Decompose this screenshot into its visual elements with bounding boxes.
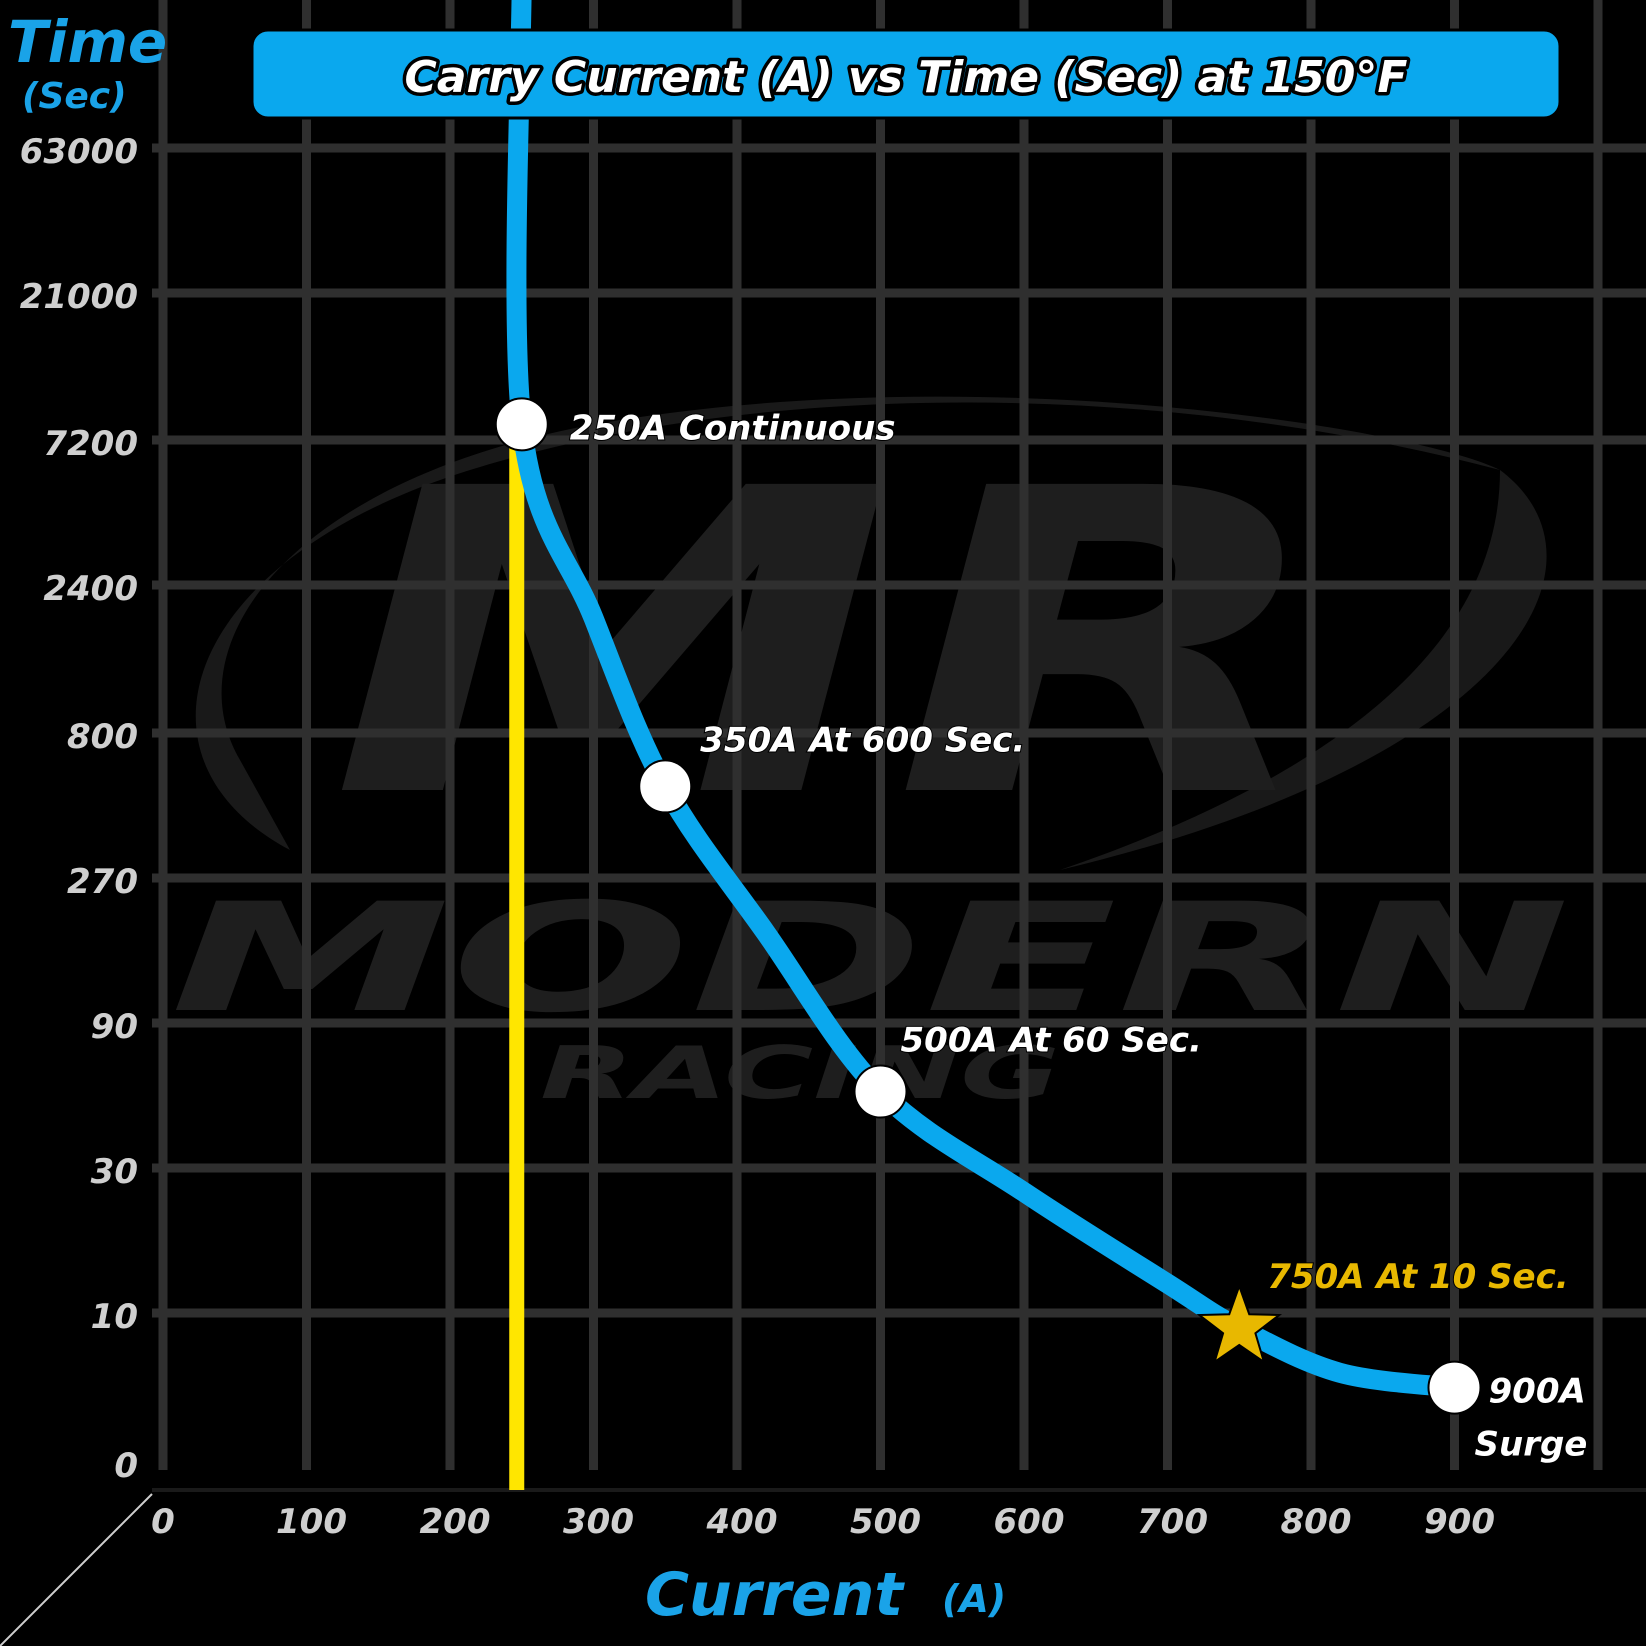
x-tick-label: 0 [151, 1502, 175, 1542]
title-box: Carry Current (A) vs Time (Sec) at 150°F [250, 28, 1562, 120]
x-axis-title: Current [645, 1560, 905, 1630]
x-axis-unit: (A) [942, 1577, 1006, 1621]
grid [152, 0, 1646, 1470]
annotation-label: 750A At 10 Sec. [1267, 1257, 1568, 1297]
mr-logo-letters: MR [330, 401, 1330, 890]
watermark-line2: RACING [540, 1031, 1060, 1115]
data-point-marker [853, 1064, 908, 1119]
y-tick-label: 2400 [43, 569, 138, 609]
y-tick-label: 7200 [43, 424, 138, 464]
y-tick-label: 21000 [20, 277, 138, 317]
y-tick-label: 270 [67, 862, 138, 902]
y-axis-unit: (Sec) [22, 76, 127, 117]
y-tick-label: 10 [91, 1297, 138, 1337]
x-tick-label: 100 [276, 1502, 347, 1542]
x-tick-label: 500 [850, 1502, 921, 1542]
y-tick-labels: 0 10 30 90 270 800 2400 7200 21000 63000 [20, 132, 138, 1486]
y-axis-title: Time [8, 8, 167, 76]
watermark-line1: MODERN [170, 872, 1570, 1046]
data-point-marker [494, 397, 549, 452]
chart-title: Carry Current (A) vs Time (Sec) at 150°F [405, 52, 1408, 103]
data-point-marker [1427, 1360, 1482, 1415]
annotations: 250A Continuous 350A At 600 Sec. 500A At 6… [569, 407, 1589, 1465]
annotation-label: 900A [1489, 1372, 1586, 1412]
x-tick-label: 600 [994, 1502, 1065, 1542]
x-tick-labels: 0 100 200 300 400 500 600 700 800 900 [151, 1502, 1495, 1542]
annotation-label: 500A At 60 Sec. [901, 1021, 1202, 1061]
x-tick-label: 700 [1137, 1502, 1208, 1542]
annotation-label: 350A At 600 Sec. [700, 720, 1025, 760]
x-tick-label: 200 [420, 1502, 491, 1542]
x-tick-label: 300 [563, 1502, 634, 1542]
data-point-markers [494, 397, 1482, 1415]
data-point-marker [638, 759, 693, 814]
axis-corner-line [0, 1493, 153, 1646]
y-tick-label: 800 [67, 717, 138, 757]
y-tick-label: 90 [91, 1007, 138, 1047]
x-tick-label: 900 [1424, 1502, 1495, 1542]
y-tick-label: 63000 [20, 132, 138, 172]
mr-logo-swoosh-icon: MR [195, 396, 1547, 890]
annotation-label-line2: Surge [1475, 1425, 1588, 1465]
star-marker [1196, 1283, 1283, 1365]
y-tick-label: 0 [114, 1446, 138, 1486]
annotation-label: 250A Continuous [570, 408, 896, 448]
y-tick-label: 30 [91, 1152, 138, 1192]
x-tick-label: 400 [706, 1502, 778, 1542]
x-tick-label: 800 [1281, 1502, 1352, 1542]
